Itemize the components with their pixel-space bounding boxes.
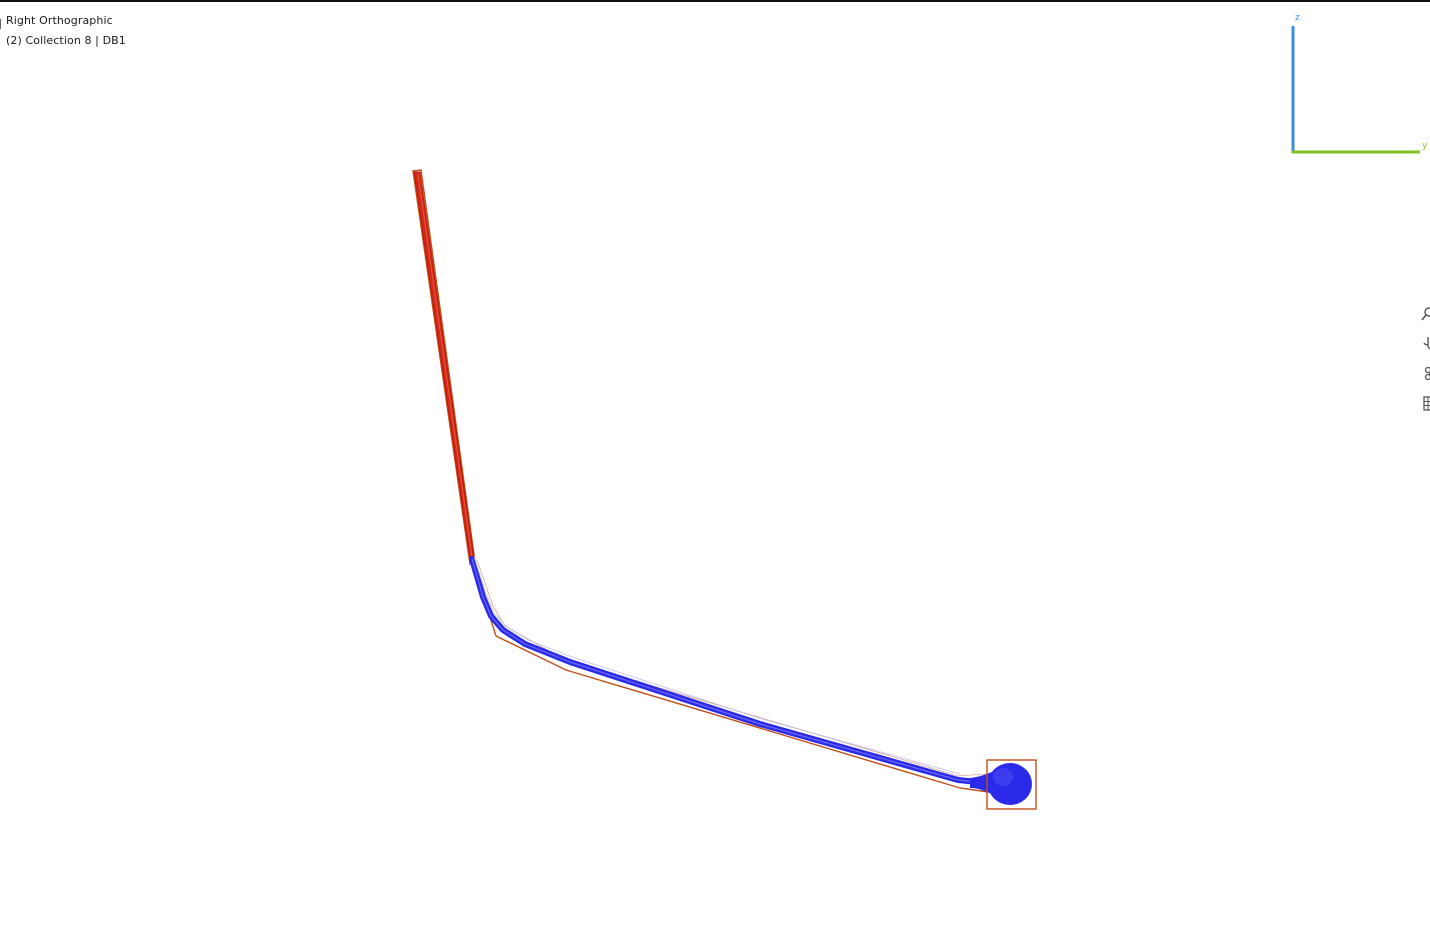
blue-tube-outline[interactable] <box>469 559 989 793</box>
grid-icon <box>1423 396 1430 411</box>
zoom-tool[interactable] <box>1420 305 1430 323</box>
sphere-outline[interactable] <box>986 759 1037 810</box>
camera-icon <box>1424 366 1430 381</box>
navigation-gizmo[interactable]: z y <box>1280 12 1430 162</box>
red-rod-highlight <box>417 173 473 558</box>
camera-tool[interactable] <box>1420 364 1430 382</box>
pan-tool[interactable] <box>1420 334 1430 352</box>
blue-tube-shade <box>471 558 979 783</box>
blue-tube[interactable] <box>469 556 981 785</box>
blue-tube-outline-inner <box>476 559 986 777</box>
collection-info-label: (2) Collection 8 | DB1 <box>6 34 126 47</box>
hand-icon <box>1423 337 1430 350</box>
red-rod[interactable] <box>413 171 475 561</box>
axis-z-label[interactable]: z <box>1295 13 1300 23</box>
axis-y-label[interactable]: y <box>1422 141 1428 151</box>
header-edge-marker <box>0 19 1 29</box>
blue-sphere[interactable] <box>988 763 1032 805</box>
blue-sphere-highlight <box>993 768 1013 786</box>
magnifier-icon <box>1421 307 1430 321</box>
grid-tool[interactable] <box>1420 394 1430 412</box>
blue-tube-halo <box>473 556 961 775</box>
view-name-label: Right Orthographic <box>6 14 113 27</box>
axis-lines <box>1291 26 1420 154</box>
